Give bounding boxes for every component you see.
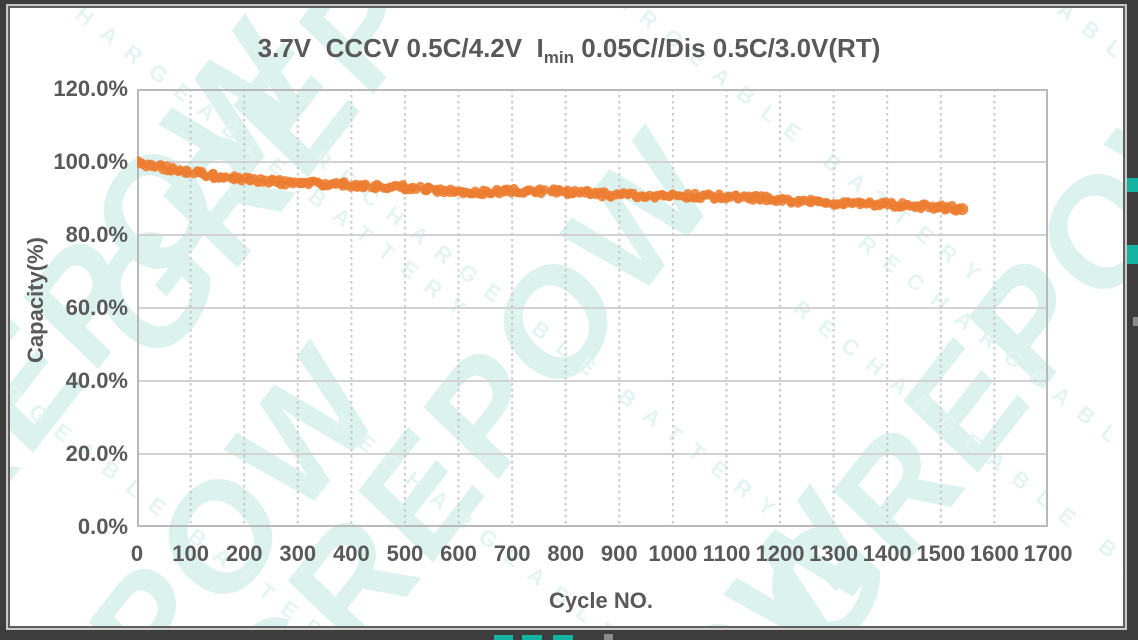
x-tick-label: 800	[547, 541, 585, 566]
x-tick-label: 300	[279, 541, 317, 566]
clipped-watermark-fragment	[604, 634, 613, 640]
x-axis-title: Cycle NO.	[549, 588, 653, 613]
x-tick-label: 1500	[916, 541, 966, 566]
y-tick-label: 40.0%	[65, 368, 128, 393]
y-tick-label: 60.0%	[65, 295, 128, 320]
clipped-watermark-fragment	[494, 635, 513, 640]
y-tick-label: 120.0%	[53, 76, 128, 101]
x-tick-label: 1400	[862, 541, 912, 566]
x-tick-label: 1700	[1023, 541, 1073, 566]
x-tick-label: 900	[600, 541, 638, 566]
x-tick-label: 1200	[755, 541, 805, 566]
clipped-watermark-fragment	[1127, 178, 1138, 192]
clipped-watermark-fragment	[553, 635, 573, 640]
x-tick-label: 1100	[702, 541, 751, 566]
x-tick-label: 500	[386, 541, 424, 566]
clipped-watermark-fragment	[522, 635, 542, 640]
capacity-scatter-plot	[133, 88, 1048, 528]
x-tick-label: 1300	[809, 541, 859, 566]
plot-area	[133, 88, 1048, 528]
clipped-watermark-fragment	[1127, 245, 1138, 264]
x-tick-label: 700	[493, 541, 531, 566]
x-tick-label: 600	[440, 541, 477, 566]
capacity-data-series	[133, 156, 969, 216]
x-tick-label: 400	[332, 541, 370, 566]
x-tick-label: 0	[130, 541, 144, 566]
chart-title-part2: 0.05C//Dis 0.5C/3.0V(RT)	[574, 33, 881, 63]
x-tick-label: 1000	[648, 541, 698, 566]
x-tick-label: 100	[172, 541, 209, 566]
chart-title: 3.7V CCCV 0.5C/4.2V Imin 0.05C//Dis 0.5C…	[0, 33, 1138, 68]
chart-title-subscript: min	[543, 48, 575, 68]
clipped-watermark-fragment	[1133, 317, 1138, 326]
chart-title-part1: 3.7V CCCV 0.5C/4.2V I	[257, 33, 544, 63]
x-tick-label: 1600	[969, 541, 1019, 566]
x-tick-label: 200	[225, 541, 263, 566]
y-tick-label: 100.0%	[53, 149, 128, 174]
y-tick-label: 80.0%	[65, 222, 128, 247]
y-tick-label: 20.0%	[65, 441, 128, 466]
y-tick-label: 0.0%	[77, 514, 128, 539]
